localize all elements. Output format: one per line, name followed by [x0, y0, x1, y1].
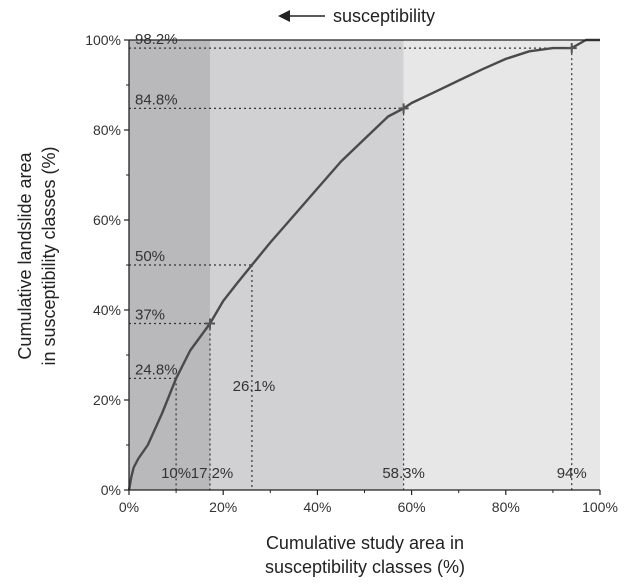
x-axis-title-line-1: Cumulative study area in	[266, 533, 464, 553]
guide-lines	[129, 47, 573, 490]
y-tick-label: 20%	[93, 392, 121, 408]
x-tick-label: 100%	[582, 499, 618, 515]
guide-y-label-5: 98.2%	[135, 31, 178, 48]
guide-x-label-5: 94%	[557, 465, 587, 482]
direction-indicator: susceptibility	[278, 6, 435, 26]
y-axis-title-line-2: in susceptibility classes (%)	[39, 146, 59, 365]
curve-marker-2	[398, 103, 409, 114]
class-bands	[129, 40, 600, 490]
guide-annotations: 24.8% 37% 50% 84.8% 98.2% 10% 17.2% 26.1% 58.3% 9…	[135, 31, 587, 482]
guide-y-label-2: 37%	[135, 307, 165, 324]
axes	[124, 39, 601, 495]
class-band-2	[210, 40, 404, 490]
curve-marker-3	[566, 43, 577, 54]
curve-markers	[205, 43, 577, 329]
y-tick-label: 80%	[93, 122, 121, 138]
y-tick-label: 60%	[93, 212, 121, 228]
x-tick-label: 20%	[209, 499, 237, 515]
guide-x-label-2: 17.2%	[191, 465, 234, 482]
x-tick-label: 80%	[492, 499, 520, 515]
y-axis-title-line-1: Cumulative landslide area	[15, 151, 35, 359]
guide-y-label-4: 84.8%	[135, 91, 178, 108]
y-tick-label: 0%	[101, 482, 121, 498]
class-band-3	[403, 40, 600, 490]
y-tick-label: 40%	[93, 302, 121, 318]
cumulative-curve	[127, 38, 600, 491]
x-tick-label: 0%	[119, 499, 139, 515]
tick-labels: 0%0% 20% 20% 40% 40% 60% 60% 80% 80% 100% 100%	[85, 32, 618, 515]
curve-layer	[127, 38, 600, 491]
x-axis-title-line-2: susceptibility classes (%)	[265, 557, 465, 577]
guide-y-label-3: 50%	[135, 248, 165, 265]
guide-x-label-4: 58.3%	[382, 465, 425, 482]
curve-marker-1	[205, 318, 216, 329]
direction-arrow-head-icon	[278, 10, 290, 22]
x-tick-label: 40%	[303, 499, 331, 515]
guide-y-label-1: 24.8%	[135, 361, 178, 378]
x-tick-label: 60%	[398, 499, 426, 515]
guide-x-label-1: 10%	[161, 465, 191, 482]
guide-x-label-3: 26.1%	[233, 378, 276, 395]
y-tick-label: 100%	[85, 32, 121, 48]
direction-label: susceptibility	[333, 6, 435, 26]
